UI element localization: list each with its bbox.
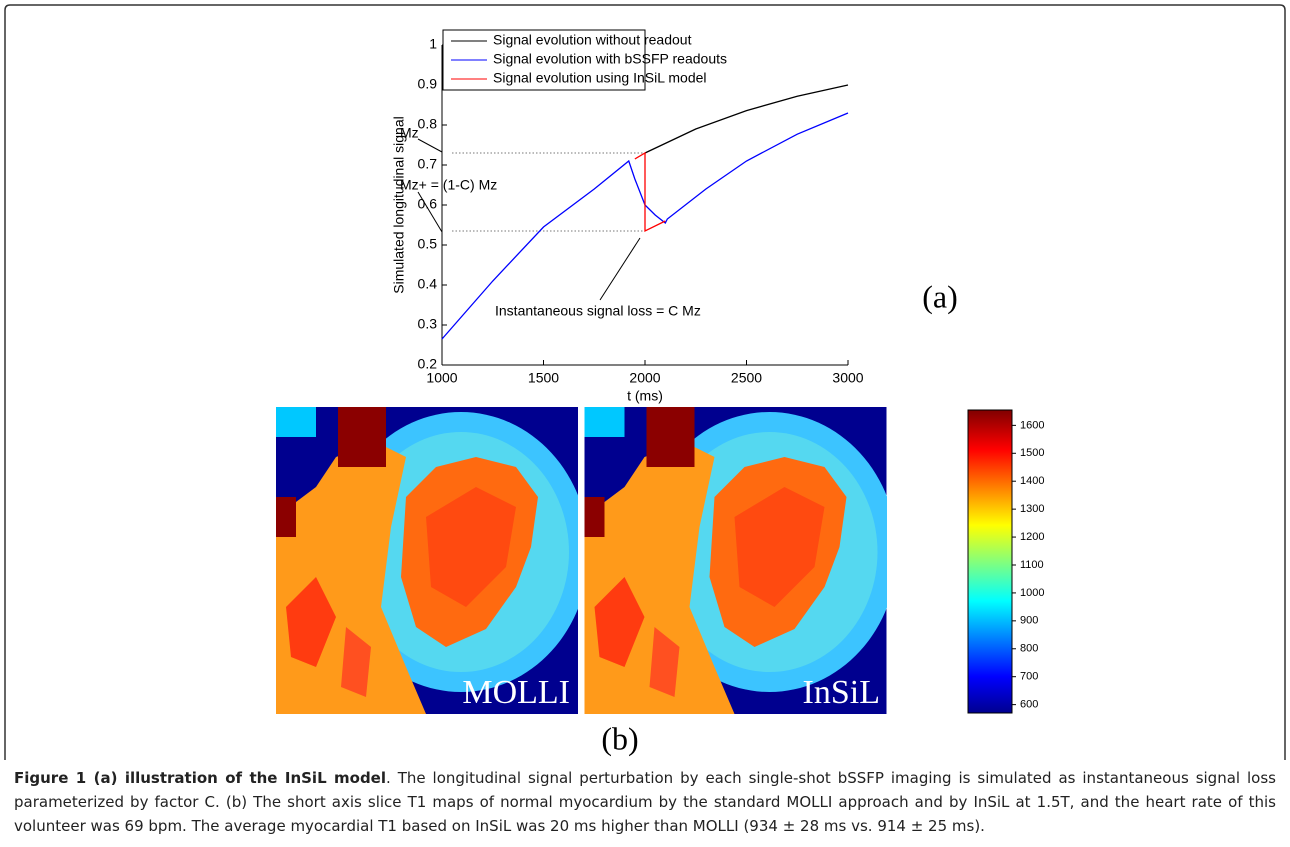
legend-label: Signal evolution without readout xyxy=(493,32,692,48)
y-tick-label: 1 xyxy=(429,36,437,52)
t1-map xyxy=(585,407,898,714)
x-tick-label: 2500 xyxy=(731,370,762,386)
caption-title: Figure 1 (a) illustration of the InSiL m… xyxy=(14,769,386,787)
arrow xyxy=(600,238,640,300)
colorbar-tick-label: 900 xyxy=(1020,615,1038,627)
annotation: Mz+ = (1-C) Mz xyxy=(400,177,497,193)
panel-label: (a) xyxy=(922,278,958,314)
colorbar-tick-label: 1400 xyxy=(1020,475,1044,487)
x-tick-label: 3000 xyxy=(832,370,863,386)
x-tick-label: 1000 xyxy=(426,370,457,386)
legend-label: Signal evolution with bSSFP readouts xyxy=(493,51,727,67)
caption: Figure 1 (a) illustration of the InSiL m… xyxy=(14,766,1276,838)
x-tick-label: 2000 xyxy=(629,370,660,386)
colorbar-tick-label: 700 xyxy=(1020,671,1038,683)
colorbar-tick-label: 1000 xyxy=(1020,587,1044,599)
annotation: Mz xyxy=(400,125,419,141)
annotation: Instantaneous signal loss = C Mz xyxy=(495,303,701,319)
colorbar xyxy=(968,410,1012,713)
colorbar-tick-label: 1300 xyxy=(1020,503,1044,515)
x-tick-label: 1500 xyxy=(528,370,559,386)
x-axis-label: t (ms) xyxy=(627,388,663,404)
legend-label: Signal evolution using InSiL model xyxy=(493,70,707,86)
page: 0.20.30.40.50.60.70.80.91100015002000250… xyxy=(0,0,1290,847)
t1-map xyxy=(276,407,589,714)
colorbar-tick-label: 1500 xyxy=(1020,447,1044,459)
colorbar-tick-label: 1100 xyxy=(1020,559,1044,571)
arrow xyxy=(418,139,442,152)
map-label: MOLLI xyxy=(462,674,570,711)
map-label: InSiL xyxy=(803,674,880,711)
y-tick-label: 0.3 xyxy=(418,316,438,332)
y-tick-label: 0.4 xyxy=(418,276,438,292)
colorbar-tick-label: 800 xyxy=(1020,643,1038,655)
colorbar-tick-label: 1600 xyxy=(1020,419,1044,431)
y-axis-label: Simulated longitudinal signal xyxy=(391,116,407,293)
y-tick-label: 0.6 xyxy=(418,196,438,212)
colorbar-tick-label: 1200 xyxy=(1020,531,1044,543)
y-tick-label: 0.8 xyxy=(418,116,438,132)
series-line xyxy=(645,85,848,153)
y-tick-label: 0.5 xyxy=(418,236,438,252)
y-tick-label: 0.9 xyxy=(418,76,438,92)
y-tick-label: 0.7 xyxy=(418,156,438,172)
colorbar-tick-label: 600 xyxy=(1020,699,1038,711)
panel-label: (b) xyxy=(601,720,638,756)
